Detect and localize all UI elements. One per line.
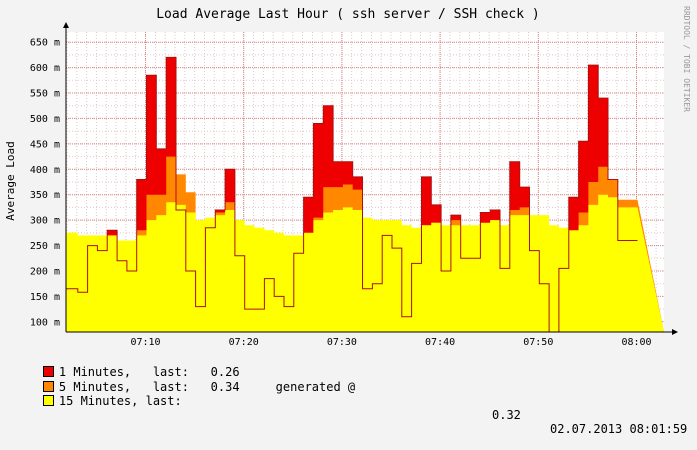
legend-label-5-minutes: 5 Minutes, last:	[58, 380, 189, 394]
rrdtool-watermark: RRDTOOL / TOBI OETIKER	[682, 6, 691, 112]
legend-label-1-minutes: 1 Minutes, last:	[58, 365, 189, 379]
y-tick-label: 450 m	[30, 139, 60, 150]
x-axis-arrow	[672, 329, 678, 335]
y-tick-label: 400 m	[30, 165, 60, 176]
x-tick-label: 07:10	[130, 337, 160, 348]
legend-value-5-minutes: 0.34	[210, 380, 240, 394]
legend-value-1-minutes: 0.26	[210, 365, 240, 379]
y-tick-label: 500 m	[30, 114, 60, 125]
chart-container: 100 m 150 m 200 m 250 m 300 m 350 m 400 m 450 m…	[4, 6, 691, 436]
y-axis-arrow	[63, 22, 69, 28]
y-tick-label: 550 m	[30, 89, 60, 100]
y-tick-label: 300 m	[30, 216, 60, 227]
area-15-minutes	[66, 194, 664, 332]
x-tick-label: 07:30	[327, 337, 357, 348]
y-tick-label: 250 m	[30, 241, 60, 252]
legend-row-1-minutes: 1 Minutes, last: 0.26	[14, 351, 240, 379]
legend-swatch-5-minutes	[42, 381, 54, 392]
x-tick-label: 08:00	[621, 337, 651, 348]
y-axis-label: Average Load	[4, 141, 17, 220]
y-tick-label: 600 m	[30, 63, 60, 74]
x-tick-label: 07:40	[425, 337, 455, 348]
legend-row-15-minutes: 15 Minutes, last: 0.32 02.07.2013 08:01:…	[14, 380, 687, 436]
x-tick-label: 07:20	[229, 337, 259, 348]
legend-row-5-minutes: 5 Minutes, last: 0.34 generated @	[14, 366, 355, 394]
line-1-minutes	[66, 56, 638, 333]
y-tick-label: 350 m	[30, 190, 60, 201]
load-average-chart: 100 m 150 m 200 m 250 m 300 m 350 m 400 m 450 m…	[4, 6, 691, 348]
y-tick-label: 100 m	[30, 317, 60, 328]
legend-swatch-1-minutes	[42, 366, 54, 377]
y-tick-label: 200 m	[30, 267, 60, 278]
generated-timestamp: 02.07.2013 08:01:59	[550, 422, 688, 436]
legend-value-15-minutes: 0.32	[492, 408, 521, 422]
chart-title: Load Average Last Hour ( ssh server / SS…	[156, 7, 540, 22]
legend-label-15-minutes: 15 Minutes, last:	[58, 394, 182, 408]
y-tick-label: 150 m	[30, 292, 60, 303]
x-tick-label: 07:50	[523, 337, 553, 348]
y-tick-label: 650 m	[30, 38, 60, 49]
legend-generated-label: generated @	[275, 380, 356, 394]
